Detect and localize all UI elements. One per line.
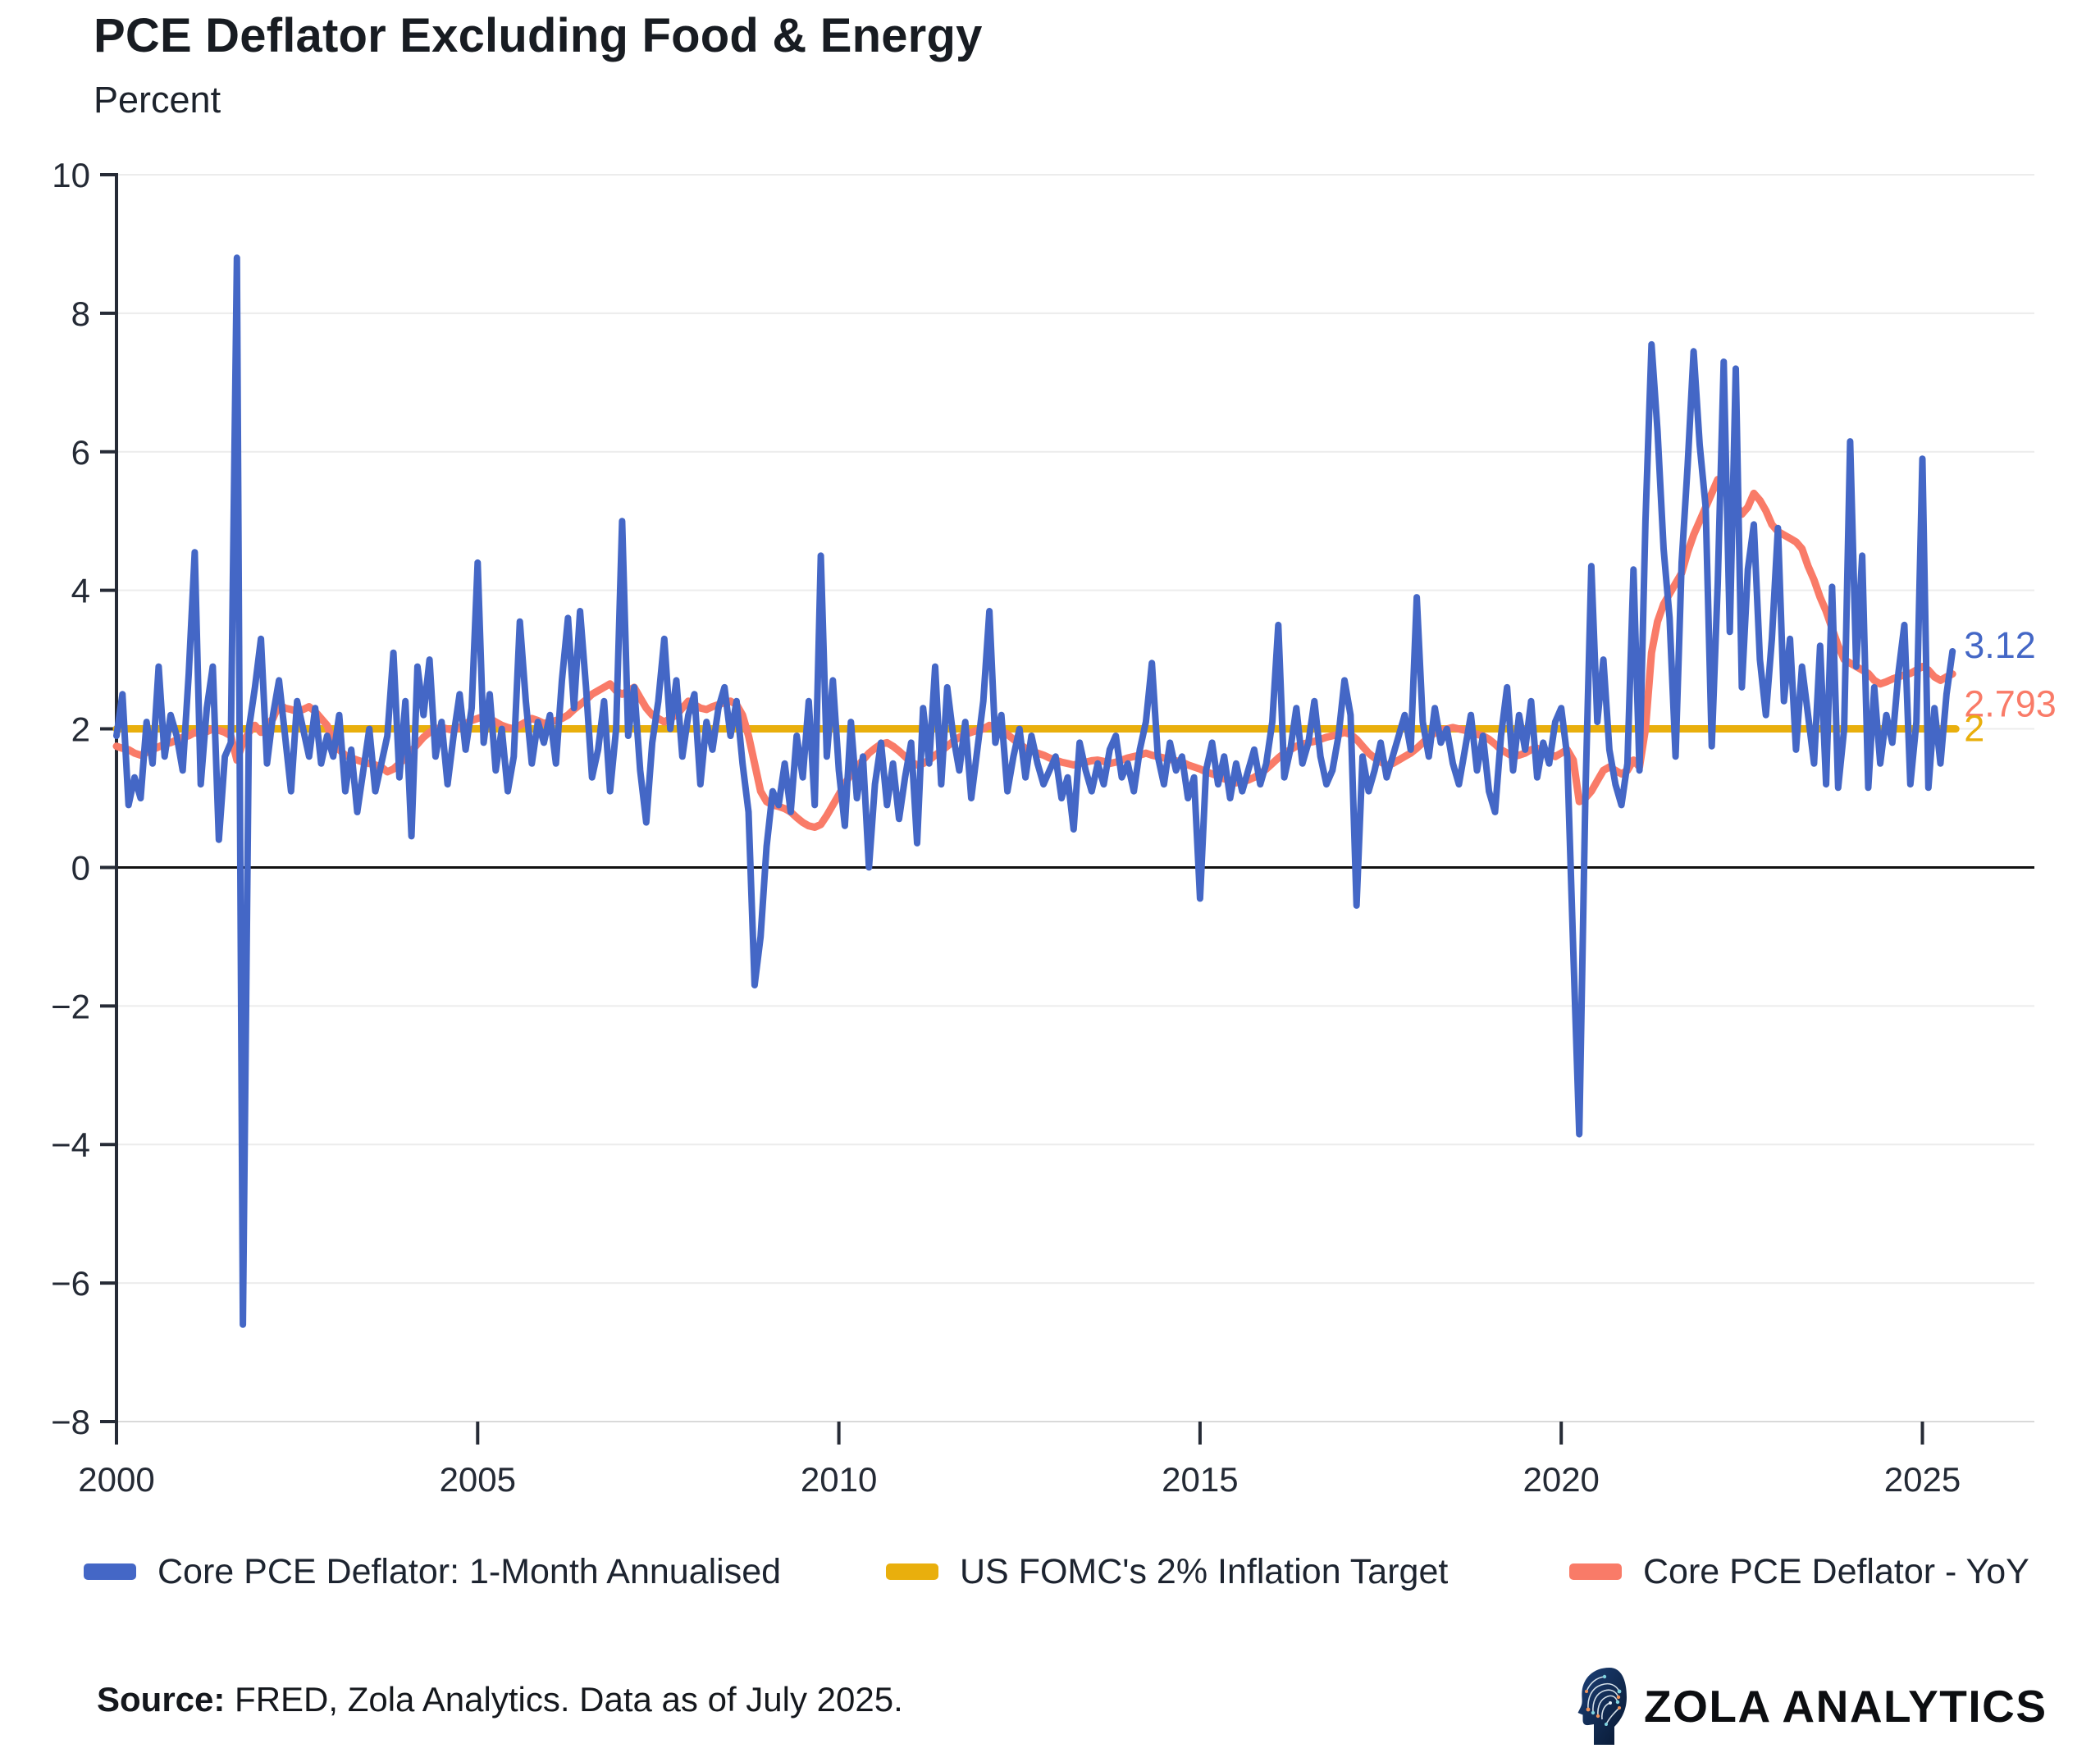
- svg-text:10: 10: [52, 156, 90, 194]
- end-value-label: 3.12: [1964, 624, 2036, 666]
- blue-series-swatch: [84, 1563, 136, 1580]
- logo-text: ZOLA ANALYTICS: [1644, 1681, 2048, 1732]
- zola-analytics-logo: ZOLA ANALYTICS: [1577, 1664, 2048, 1749]
- axis-unit-label: Percent: [94, 79, 221, 121]
- legend-item-inflation-target: US FOMC's 2% Inflation Target: [886, 1551, 1449, 1591]
- page-title: PCE Deflator Excluding Food & Energy: [94, 9, 983, 62]
- legend-label: Core PCE Deflator: 1-Month Annualised: [158, 1551, 782, 1591]
- source-note: Source: FRED, Zola Analytics. Data as of…: [97, 1680, 903, 1719]
- circuit-head-icon: [1577, 1668, 1627, 1745]
- legend-label: Core PCE Deflator - YoY: [1643, 1551, 2029, 1591]
- end-value-label: 2.793: [1964, 683, 2057, 725]
- svg-text:6: 6: [71, 433, 90, 472]
- source-text: FRED, Zola Analytics. Data as of July 20…: [225, 1680, 903, 1719]
- svg-text:−6: −6: [51, 1264, 90, 1303]
- svg-text:4: 4: [71, 572, 90, 610]
- svg-text:−2: −2: [51, 987, 90, 1025]
- legend: Core PCE Deflator: 1-Month Annualised US…: [0, 1551, 2100, 1591]
- svg-text:−8: −8: [51, 1403, 90, 1441]
- svg-text:2015: 2015: [1162, 1460, 1238, 1499]
- yoy-series-swatch: [1569, 1563, 1622, 1580]
- target-line-swatch: [886, 1563, 938, 1580]
- svg-text:8: 8: [71, 294, 90, 333]
- legend-label: US FOMC's 2% Inflation Target: [960, 1551, 1449, 1591]
- svg-text:2010: 2010: [801, 1460, 877, 1499]
- svg-text:2025: 2025: [1884, 1460, 1961, 1499]
- svg-text:2020: 2020: [1522, 1460, 1599, 1499]
- svg-text:−4: −4: [51, 1125, 90, 1164]
- end-value-label: 2: [1964, 708, 1984, 750]
- svg-text:2005: 2005: [440, 1460, 516, 1499]
- source-label: Source:: [97, 1680, 226, 1719]
- legend-item-yoy: Core PCE Deflator - YoY: [1569, 1551, 2029, 1591]
- svg-text:2: 2: [71, 710, 90, 749]
- legend-item-1m-annualised: Core PCE Deflator: 1-Month Annualised: [84, 1551, 782, 1591]
- svg-text:2000: 2000: [78, 1460, 154, 1499]
- svg-text:0: 0: [71, 848, 90, 887]
